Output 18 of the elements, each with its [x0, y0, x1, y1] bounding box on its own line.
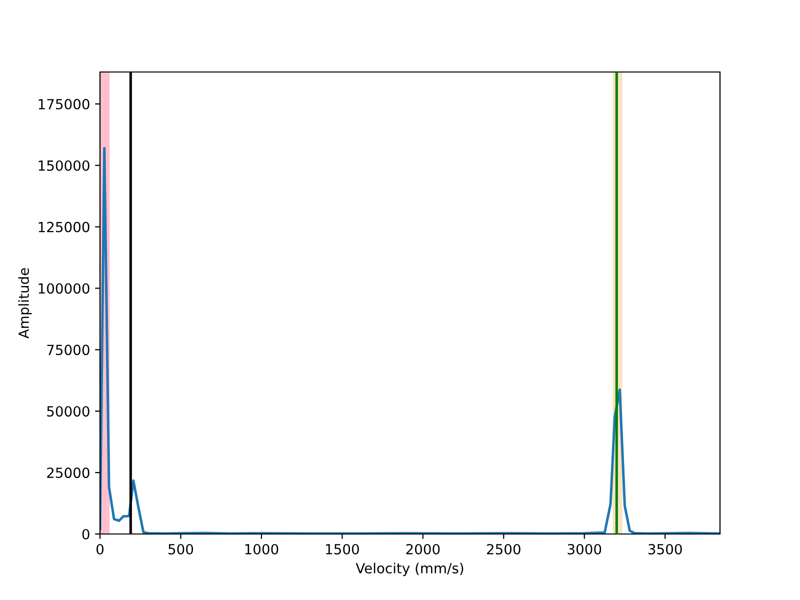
x-tick-label: 500 — [168, 544, 194, 554]
x-tick-label: 2500 — [486, 544, 520, 554]
x-tick-label: 1000 — [245, 544, 278, 554]
x-tick-label: 0 — [96, 544, 104, 554]
y-tick-label: 25000 — [47, 468, 90, 478]
y-tick-label: 175000 — [38, 98, 90, 110]
y-tick-label: 0 — [82, 528, 90, 540]
y-tick-label: 75000 — [47, 344, 90, 356]
x-tick-label: 1500 — [326, 544, 359, 554]
x-tick-label: 3500 — [648, 544, 682, 554]
x-axis-title: Velocity (mm/s) — [356, 562, 464, 576]
y-tick-label: 150000 — [38, 160, 90, 171]
y-tick-label: 100000 — [38, 283, 90, 294]
y-tick-label: 50000 — [47, 406, 90, 417]
y-axis-title: Amplitude — [18, 268, 32, 338]
y-tick-label: 125000 — [38, 222, 90, 232]
x-tick-label: 2000 — [406, 544, 440, 554]
x-tick-label: 3000 — [568, 544, 602, 554]
